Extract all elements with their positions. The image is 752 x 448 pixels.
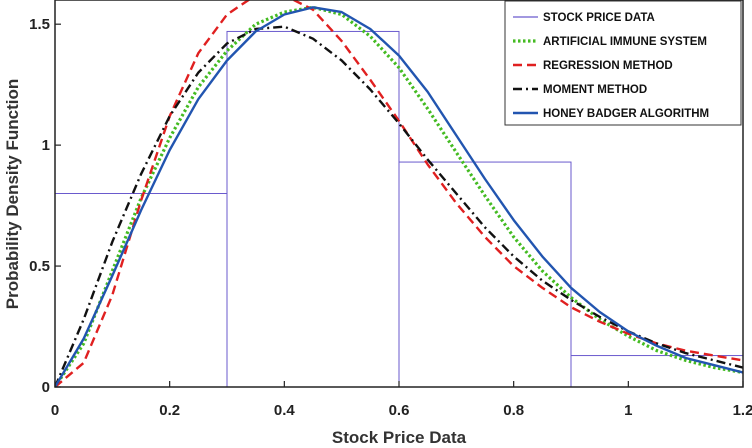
y-axis-title: Probability Density Function	[3, 79, 22, 309]
fitted-curves	[55, 0, 743, 387]
series-line-4	[55, 6, 743, 387]
histogram-bar-1	[54, 193, 228, 388]
legend: STOCK PRICE DATA ARTIFICIAL IMMUNE SYSTEM…	[504, 0, 742, 126]
y-tick-label: 1.5	[29, 16, 50, 33]
legend-box	[504, 0, 742, 126]
x-tick-label: 0.8	[503, 402, 524, 419]
legend-label-1: STOCK PRICE DATA	[543, 12, 655, 24]
x-tick-label: 1.2	[733, 402, 752, 419]
legend-label-3: REGRESSION METHOD	[543, 60, 673, 72]
legend-label-2: ARTIFICIAL IMMUNE SYSTEM	[543, 36, 707, 48]
y-tick-label: 1	[42, 137, 50, 154]
legend-label-4: MOMENT METHOD	[543, 84, 647, 96]
x-tick-label: 0.6	[389, 402, 410, 419]
series-line-2	[55, 0, 743, 387]
x-tick-label: 0.4	[274, 402, 296, 419]
legend-label-5: HONEY BADGER ALGORITHM	[543, 108, 709, 120]
y-tick-label: 0	[42, 379, 50, 396]
x-axis-title: Stock Price Data	[332, 428, 467, 447]
x-tick-label: 0.2	[159, 402, 180, 419]
y-tick-label: 0.5	[29, 258, 50, 275]
x-axis-ticks: 0 0.2 0.4 0.6 0.8 1 1.2	[51, 381, 752, 419]
x-tick-label: 0	[51, 402, 59, 419]
series-line-1	[55, 5, 743, 387]
y-axis-ticks: 0 0.5 1 1.5	[29, 16, 61, 396]
x-tick-label: 1	[624, 402, 632, 419]
